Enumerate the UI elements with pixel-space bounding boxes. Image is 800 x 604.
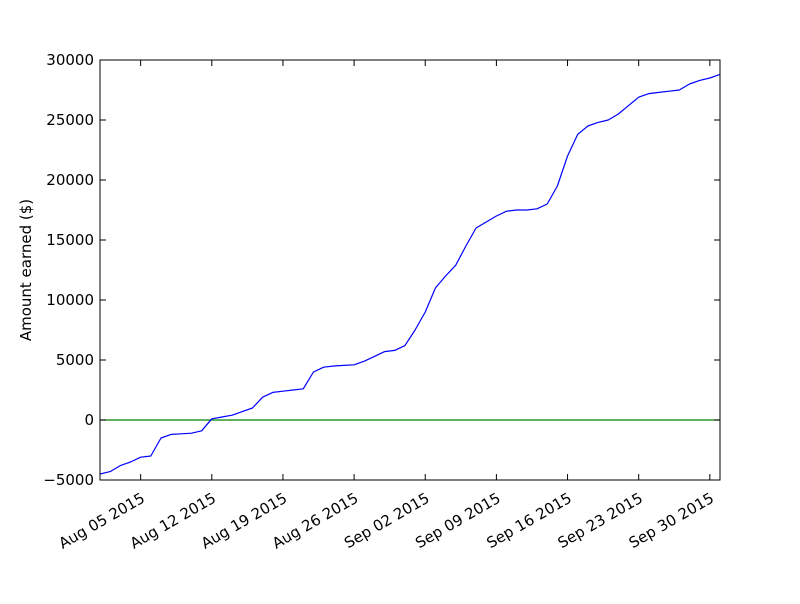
y-tick-label: 25000	[46, 111, 94, 129]
y-tick-label: 30000	[46, 51, 94, 69]
y-tick-label: 0	[84, 411, 94, 429]
earnings-series-line	[100, 73, 720, 475]
y-tick-label: 20000	[46, 171, 94, 189]
y-tick-label: 5000	[56, 351, 94, 369]
y-tick-label: −5000	[43, 471, 94, 489]
series-group	[100, 73, 720, 475]
y-axis-label: Amount earned ($)	[17, 199, 35, 341]
y-tick-label: 10000	[46, 291, 94, 309]
plot-layer	[100, 73, 720, 475]
y-tick-label: 15000	[46, 231, 94, 249]
plot-frame	[99, 59, 721, 481]
